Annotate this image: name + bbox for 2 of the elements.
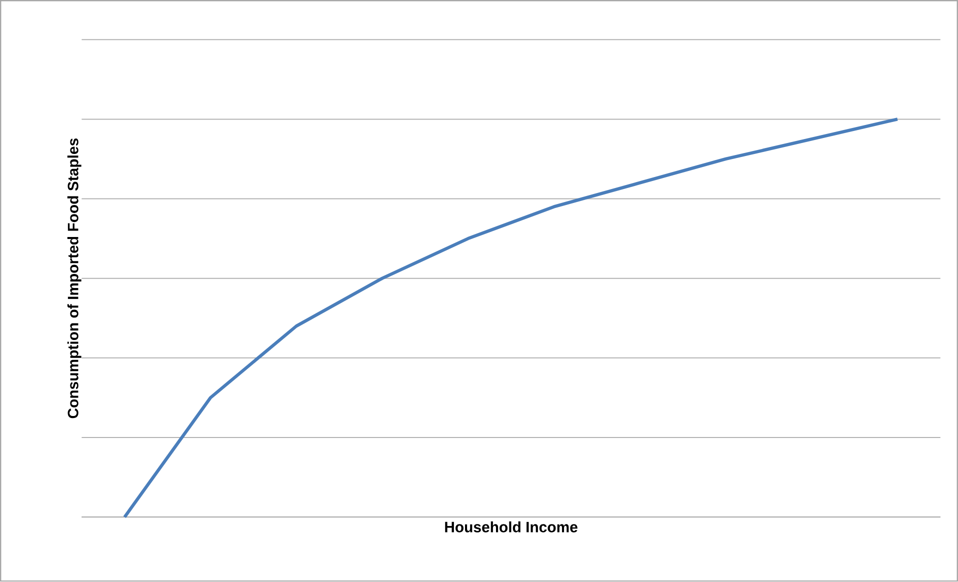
y-axis-title: Consumption of Imported Food Staples xyxy=(67,138,82,418)
x-axis-title: Household Income xyxy=(445,522,578,533)
